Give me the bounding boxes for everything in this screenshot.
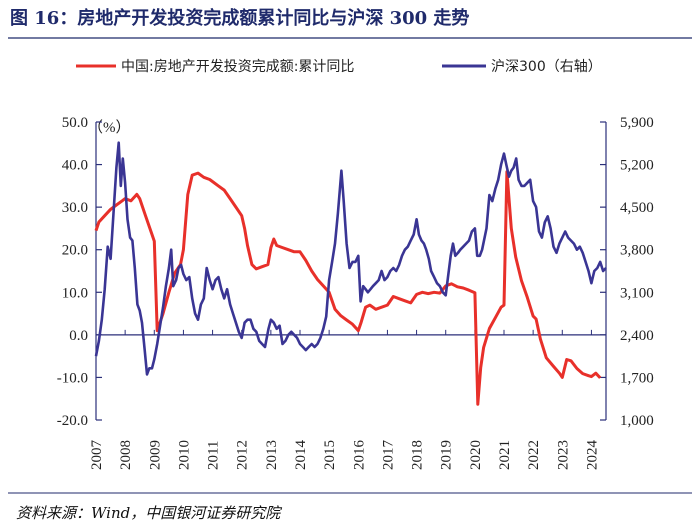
left-ticks: 50.0 40.0 30.0 20.0 10.0 0.0 -10.0 -20.0 (57, 115, 102, 429)
x-axis: 2007 2008 2009 2010 2011 2012 2013 2014 2015 2016… (89, 329, 600, 471)
right-tick-label: 1,700 (620, 370, 654, 386)
series-real-estate-line (94, 170, 602, 406)
right-ticks: 5,900 5,200 4,500 3,800 3,100 2,400 1,700 1,000 (600, 115, 654, 429)
left-tick-label: 10.0 (62, 285, 88, 301)
left-tick-label: 30.0 (62, 200, 88, 216)
right-tick-label: 2,400 (620, 328, 654, 344)
legend: 中国:房地产开发投资完成额:累计同比 沪深300（右轴） (76, 59, 602, 75)
right-tick-label: 5,900 (620, 115, 654, 131)
x-tick-label: 2014 (293, 440, 309, 471)
left-axis: （%） 50.0 40.0 30.0 20.0 10.0 0.0 -10.0 -20.0 (57, 115, 131, 429)
x-tick-label: 2020 (468, 440, 484, 470)
right-tick-label: 1,000 (620, 413, 654, 429)
left-tick-label: 40.0 (62, 158, 88, 174)
legend-label-hs300: 沪深300（右轴） (491, 59, 602, 75)
x-tick-label: 2015 (322, 440, 338, 470)
x-tick-label: 2019 (439, 440, 455, 470)
x-tick-label: 2012 (235, 440, 251, 470)
left-tick-label: -20.0 (57, 413, 88, 429)
source-note: 资料来源：Wind，中国银河证券研究院 (16, 504, 282, 522)
x-tick-label: 2016 (351, 440, 367, 471)
x-tick-label: 2009 (147, 440, 163, 470)
left-tick-label: 20.0 (62, 243, 88, 259)
legend-label-real-estate: 中国:房地产开发投资完成额:累计同比 (121, 59, 354, 75)
x-tick-label: 2023 (555, 440, 571, 470)
right-tick-label: 3,100 (620, 285, 654, 301)
x-tick-label: 2013 (264, 440, 280, 470)
x-tick-label: 2024 (584, 440, 600, 471)
x-tick-label: 2008 (118, 440, 134, 470)
x-tick-label: 2022 (526, 440, 542, 470)
left-tick-label: -10.0 (57, 370, 88, 386)
x-tick-label: 2021 (497, 440, 513, 470)
x-tick-label: 2011 (206, 441, 222, 470)
x-tick-label: 2007 (89, 440, 105, 471)
x-tick-label: 2018 (410, 440, 426, 470)
right-tick-label: 4,500 (620, 200, 654, 216)
right-tick-label: 5,200 (620, 158, 654, 174)
left-tick-label: 50.0 (62, 115, 88, 131)
x-tick-label: 2017 (380, 440, 396, 471)
right-axis: 5,900 5,200 4,500 3,800 3,100 2,400 1,700 1,000 (600, 115, 654, 429)
series-hs300-line (94, 141, 607, 376)
x-tick-label: 2010 (176, 440, 192, 470)
left-tick-label: 0.0 (69, 328, 88, 344)
right-tick-label: 3,800 (620, 243, 654, 259)
left-axis-unit: （%） (88, 119, 131, 136)
chart-title: 图 16：房地产开发投资完成额累计同比与沪深 300 走势 (10, 7, 469, 29)
